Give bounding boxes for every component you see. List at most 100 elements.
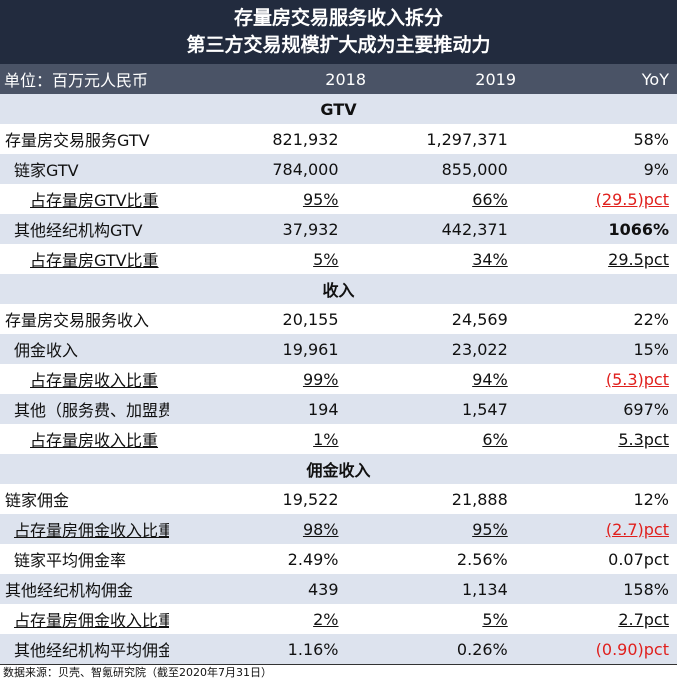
row-label: 其他（服务费、加盟费等）: [0, 394, 170, 424]
column-header-row: 单位：百万元人民币 2018 2019 YoY: [0, 64, 677, 94]
value-2019: 94%: [472, 369, 508, 389]
table-row: 其他经纪机构平均佣金率1.16%0.26% (0.90)pct: [0, 634, 677, 664]
yoy-text: (29.5)pct: [595, 189, 669, 209]
value-yoy: 29.5pct: [508, 244, 677, 274]
value-yoy: 58%: [508, 124, 677, 154]
table-row: 链家佣金 19,522 21,888 12%: [0, 484, 677, 514]
yoy-text: 697%: [623, 399, 669, 419]
table-row: 链家平均佣金率 2.49% 2.56% 0.07pct: [0, 544, 677, 574]
yoy-text: 0.07pct: [608, 549, 669, 569]
unit-label: 单位：百万元人民币: [4, 71, 149, 90]
section-label: 佣金收入: [0, 454, 677, 484]
table-row: 占存量房GTV比重 5% 34% 29.5pct: [0, 244, 677, 274]
yoy-text: 22%: [633, 309, 669, 329]
header-2018: 2018: [325, 69, 366, 89]
yoy-text: (0.90)pct: [595, 639, 669, 659]
section-row: 佣金收入: [0, 454, 677, 484]
row-label: 链家佣金: [5, 491, 70, 510]
title-line-1: 存量房交易服务收入拆分: [233, 7, 443, 29]
yoy-text: 5.3pct: [618, 429, 669, 449]
row-label: 链家平均佣金率: [14, 551, 127, 570]
row-label: 存量房交易服务收入: [5, 311, 150, 330]
row-label: 其他经纪机构GTV: [0, 214, 170, 244]
row-label: 占存量房佣金收入比重: [0, 514, 170, 544]
title-line-2: 第三方交易规模扩大成为主要推动力: [186, 34, 491, 56]
value-yoy: 9%: [507, 154, 677, 184]
value-2018: 2.49%: [287, 549, 339, 569]
value-2019: 1,134: [338, 574, 508, 604]
table-row: 存量房交易服务收入 20,155 24,569 22%: [0, 304, 677, 334]
value-2018: 2%: [313, 609, 339, 629]
value-yoy: 15%: [507, 334, 677, 364]
header-2019: 2019: [475, 69, 516, 89]
value-2019: 6%: [482, 429, 508, 449]
value-2019: 34%: [472, 249, 508, 269]
table-row: 佣金收入 19,961 23,022 15%: [0, 334, 677, 364]
value-2019: 66%: [472, 189, 508, 209]
value-2019: 855,000: [338, 154, 508, 184]
yoy-text: (2.7)pct: [605, 519, 669, 539]
value-2018: 5%: [313, 249, 339, 269]
table-title: 存量房交易服务收入拆分 第三方交易规模扩大成为主要推动力: [0, 0, 677, 64]
yoy-text: 158%: [623, 579, 669, 599]
row-label: 存量房交易服务GTV: [5, 131, 150, 150]
row-label: 占存量房收入比重: [30, 371, 159, 390]
table-row: 占存量房GTV比重 95% 66% (29.5)pct: [0, 184, 677, 214]
value-2019: 1,547: [338, 394, 508, 424]
value-2018: 99%: [302, 369, 339, 389]
value-2018: 98%: [169, 514, 339, 544]
value-2019: 95%: [338, 514, 508, 544]
source-note: 数据来源：贝壳、智氪研究院（截至2020年7月31日）: [0, 664, 677, 682]
value-2018: 19,522: [282, 489, 339, 509]
row-label: 其他经纪机构平均佣金率: [0, 634, 170, 664]
value-2018: 19,961: [169, 334, 339, 364]
table-row: 占存量房收入比重 99% 94% (5.3)pct: [0, 364, 677, 394]
table-row: 其他经纪机构GTV 37,932 442,371 1066%: [0, 214, 677, 244]
section-row: 收入: [0, 274, 677, 304]
yoy-text: 1066%: [608, 219, 669, 239]
value-2019: 23,022: [338, 334, 508, 364]
value-yoy: 697%: [507, 394, 677, 424]
value-2018: 194: [169, 394, 339, 424]
value-yoy: (0.90)pct: [507, 634, 677, 664]
value-2019: 5%: [482, 609, 508, 629]
yoy-text: (5.3)pct: [605, 369, 669, 389]
value-2019: 1,297,371: [426, 129, 508, 149]
value-yoy: 5.3pct: [508, 424, 677, 454]
table-body: GTV 存量房交易服务GTV 821,932 1,297,371 58% 链家GTV 784…: [0, 94, 677, 664]
value-2019: 24,569: [451, 309, 508, 329]
table-row: 占存量房佣金收入比重 98% 95% (2.7)pct: [0, 514, 677, 544]
section-label: GTV: [0, 94, 677, 124]
section-label: 收入: [0, 274, 677, 304]
value-2018: 821,932: [272, 129, 339, 149]
table-row: 存量房交易服务GTV 821,932 1,297,371 58%: [0, 124, 677, 154]
value-yoy: 1066%: [507, 214, 677, 244]
yoy-text: 15%: [633, 339, 669, 359]
header-yoy: YoY: [641, 69, 669, 89]
yoy-text: 12%: [633, 489, 669, 509]
value-yoy: 0.07pct: [508, 544, 677, 574]
value-2019: 2.56%: [456, 549, 508, 569]
table-row: 占存量房佣金收入比重 2% 5% 2.7pct: [0, 604, 677, 634]
row-label: 链家GTV: [0, 154, 170, 184]
value-yoy: (29.5)pct: [508, 184, 677, 214]
yoy-text: 2.7pct: [618, 609, 669, 629]
value-2018: 37,932: [169, 214, 339, 244]
value-yoy: 2.7pct: [508, 604, 677, 634]
yoy-text: 58%: [633, 129, 669, 149]
table-row: 其他经纪机构佣金 439 1,134 158%: [0, 574, 677, 604]
section-row: GTV: [0, 94, 677, 124]
yoy-text: 29.5pct: [608, 249, 669, 269]
value-yoy: 22%: [508, 304, 677, 334]
yoy-text: 9%: [643, 159, 669, 179]
value-2018: 439: [169, 574, 339, 604]
row-label: 占存量房GTV比重: [30, 191, 159, 210]
value-yoy: (5.3)pct: [508, 364, 677, 394]
row-label: 占存量房收入比重: [30, 431, 159, 450]
value-2018: 95%: [302, 189, 339, 209]
value-2018: 20,155: [282, 309, 339, 329]
value-2019: 442,371: [338, 214, 508, 244]
value-2019: 0.26%: [338, 634, 508, 664]
value-2018: 1%: [313, 429, 339, 449]
